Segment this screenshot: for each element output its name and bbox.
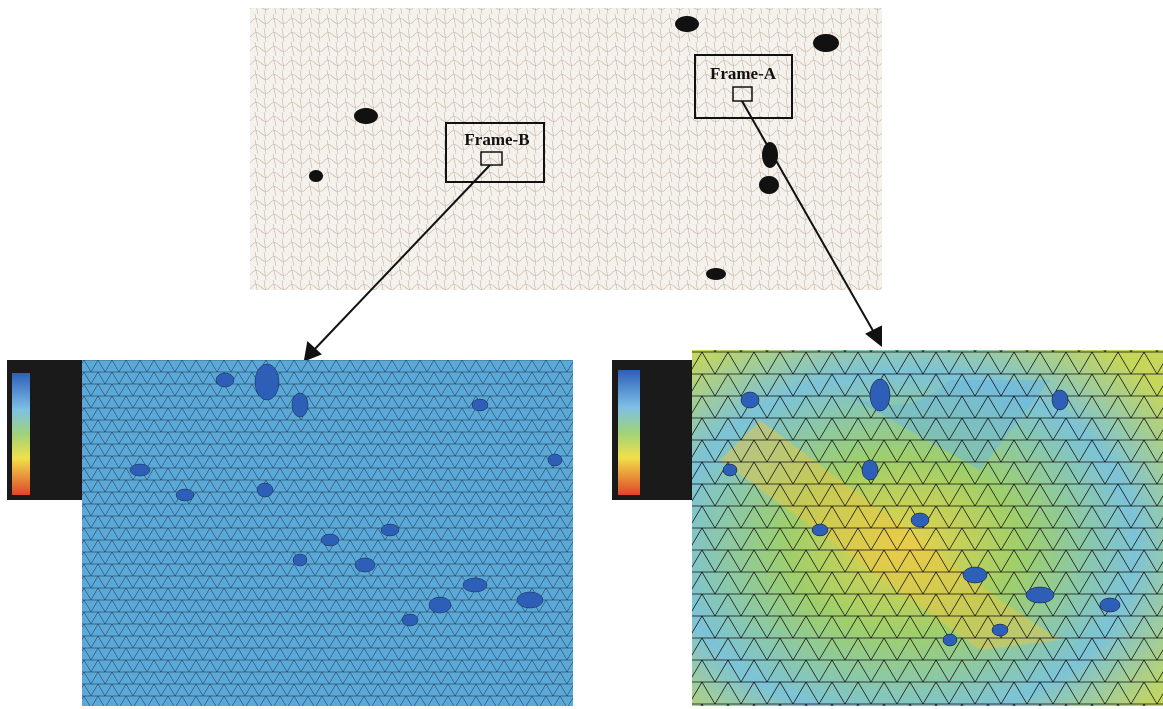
fem-left <box>7 360 573 706</box>
micrograph: Frame-B Frame-A <box>250 8 882 290</box>
frame-a-label: Frame-A <box>710 64 777 83</box>
figure: Frame-B Frame-A <box>0 0 1163 709</box>
frame-b-label: Frame-B <box>464 130 529 149</box>
fem-right <box>612 350 1163 706</box>
